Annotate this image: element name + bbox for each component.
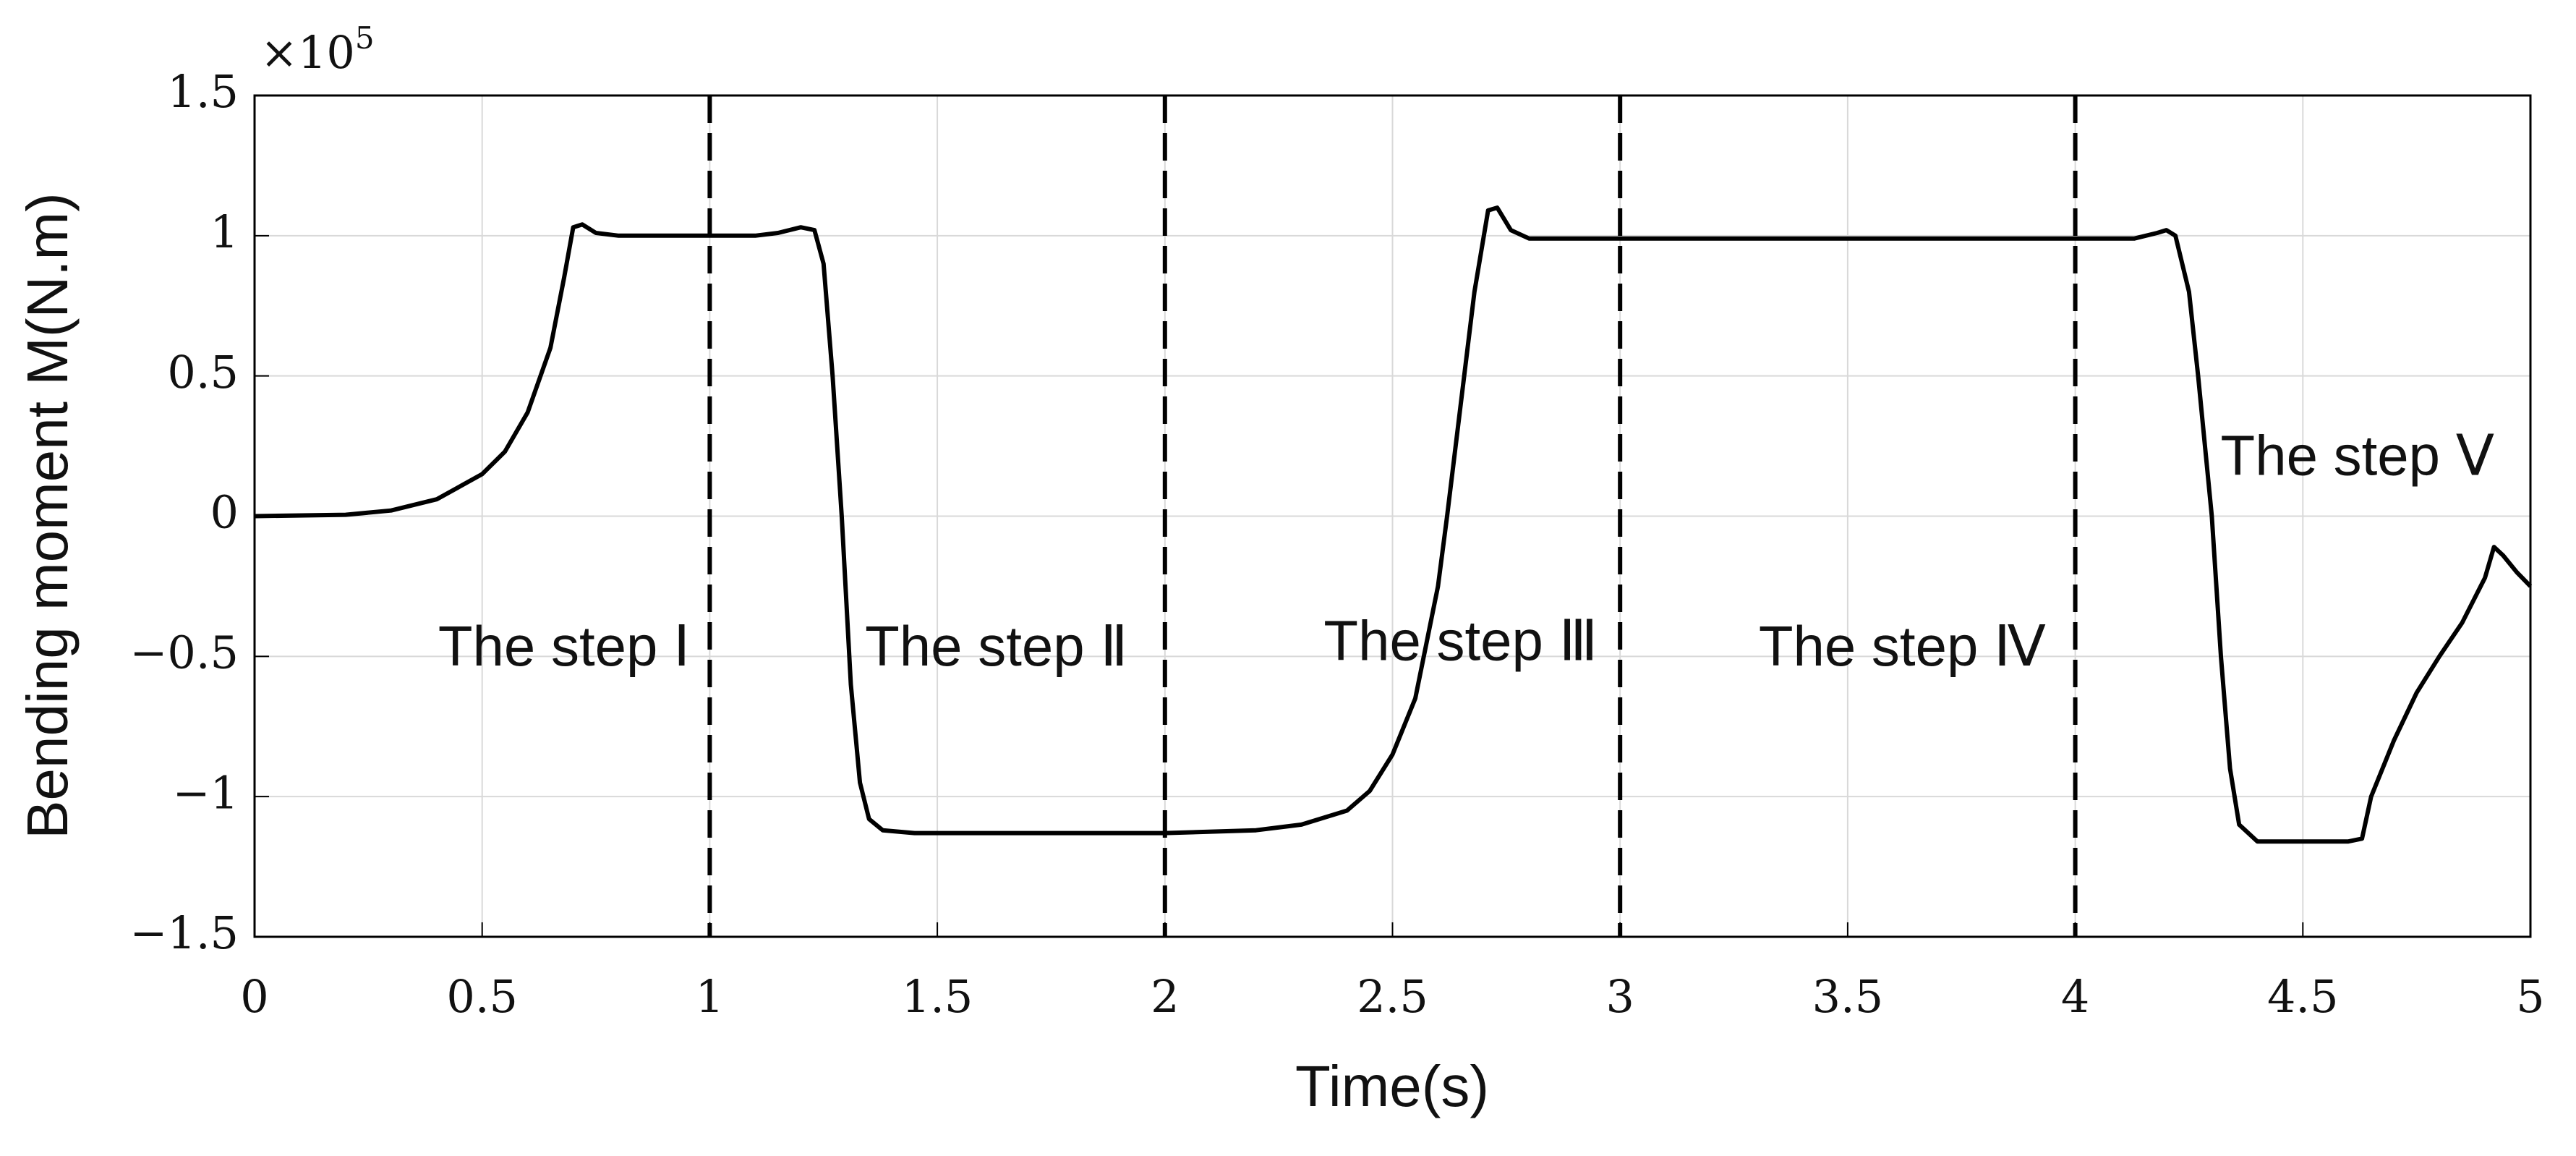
x-tick-label: 0.5 [446, 970, 518, 1023]
step-label: The step Ⅰ [438, 614, 690, 678]
x-tick-label: 2.5 [1357, 970, 1428, 1023]
x-tick-label: 1.5 [902, 970, 973, 1023]
step-label: The step Ⅳ [1759, 614, 2046, 678]
x-tick-label: 4.5 [2267, 970, 2339, 1023]
x-axis-label: Time(s) [1295, 1054, 1489, 1118]
multiplier-exponent: 5 [355, 20, 375, 56]
y-tick-label: 1.5 [167, 65, 239, 118]
step-label: The step Ⅴ [2221, 424, 2495, 488]
y-tick-label: 0 [210, 486, 239, 539]
x-tick-label: 2 [1151, 970, 1179, 1023]
y-multiplier: ×105 [260, 20, 375, 79]
step-label: The step Ⅲ [1323, 608, 1598, 672]
y-tick-label: 0.5 [167, 346, 239, 399]
x-tick-label: 3 [1605, 970, 1634, 1023]
multiplier-base: ×10 [260, 26, 355, 79]
y-tick-label: −1.5 [129, 906, 239, 959]
y-tick-label: −1 [173, 766, 239, 819]
y-tick-label: −0.5 [129, 626, 239, 679]
x-tick-label: 3.5 [1812, 970, 1884, 1023]
x-tick-label: 5 [2516, 970, 2544, 1023]
y-tick-label: 1 [210, 205, 239, 258]
y-axis-label: Bending moment M(N.m) [15, 192, 80, 839]
step-label: The step Ⅱ [865, 614, 1128, 678]
data-line [254, 205, 2533, 844]
x-tick-label: 4 [2061, 970, 2089, 1023]
x-tick-label: 1 [696, 970, 724, 1023]
x-tick-label: 0 [240, 970, 268, 1023]
